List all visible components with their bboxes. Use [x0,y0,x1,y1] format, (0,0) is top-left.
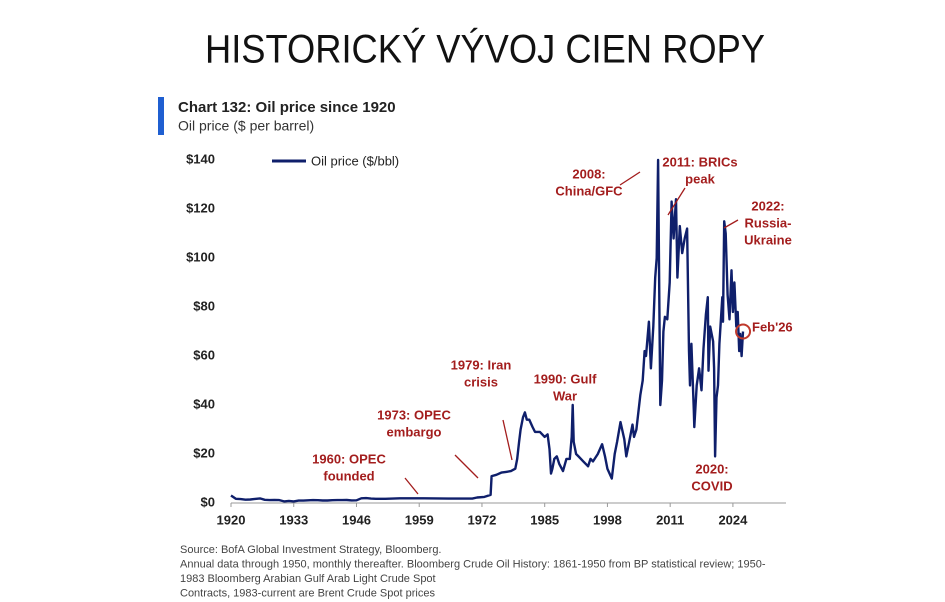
x-tick-label: 1920 [217,512,246,527]
source-note: Source: BofA Global Investment Strategy,… [180,544,442,556]
chart-title: Chart 132: Oil price since 1920 [178,99,396,116]
x-tick-label: 1946 [342,512,371,527]
source-note: 1983 Bloomberg Arabian Gulf Arab Light C… [180,573,436,585]
y-tick-label: $60 [193,347,215,362]
x-tick-label: 1985 [530,512,559,527]
annotation: 2020: [695,461,728,476]
annotation-pointer [723,219,739,229]
x-tick-label: 1933 [279,512,308,527]
annotation: 2008: [572,166,605,181]
x-tick-label: 1959 [405,512,434,527]
annotation: 2011: BRICs [662,154,737,169]
chart-subtitle: Oil price ($ per barrel) [178,118,314,134]
slide-title: HISTORICKÝ VÝVOJ CIEN ROPY [205,27,765,72]
x-tick-label: 2024 [718,512,748,527]
annotation: 1973: OPEC [377,407,451,422]
y-tick-label: $140 [186,151,215,166]
annotation: Russia- [745,215,792,230]
annotation: 2022: [751,198,784,213]
annotation: 1990: Gulf [534,371,598,386]
annotation: COVID [691,478,732,493]
y-tick-label: $40 [193,396,215,411]
title-accent [158,97,164,135]
y-tick-label: $20 [193,445,215,460]
price-line [230,158,745,503]
annotation: Ukraine [744,232,792,247]
annotation-pointer [454,454,479,479]
annotation-pointer [619,171,641,186]
annotation: Feb'26 [752,319,793,334]
annotation: crisis [464,374,498,389]
x-tick-label: 1998 [593,512,622,527]
annotation: embargo [387,424,442,439]
annotation-pointer [667,187,686,216]
x-tick-label: 2011 [656,512,684,527]
annotation-pointer [404,477,419,495]
source-note: Annual data through 1950, monthly therea… [180,558,766,570]
annotation: 1979: Iran [451,357,512,372]
annotation: peak [685,171,715,186]
legend-label: Oil price ($/bbl) [311,153,399,168]
annotation: 1960: OPEC [312,451,386,466]
y-tick-label: $0 [201,494,215,509]
y-tick-label: $120 [186,200,215,215]
annotation: China/GFC [555,183,623,198]
y-tick-label: $80 [193,298,215,313]
annotation: founded [323,468,374,483]
annotation: War [553,388,577,403]
source-note: Contracts, 1983-current are Brent Crude … [180,587,435,599]
x-tick-label: 1972 [467,512,496,527]
y-tick-label: $100 [186,249,215,264]
annotation-pointer [502,419,513,461]
highlight-circle [735,323,752,340]
